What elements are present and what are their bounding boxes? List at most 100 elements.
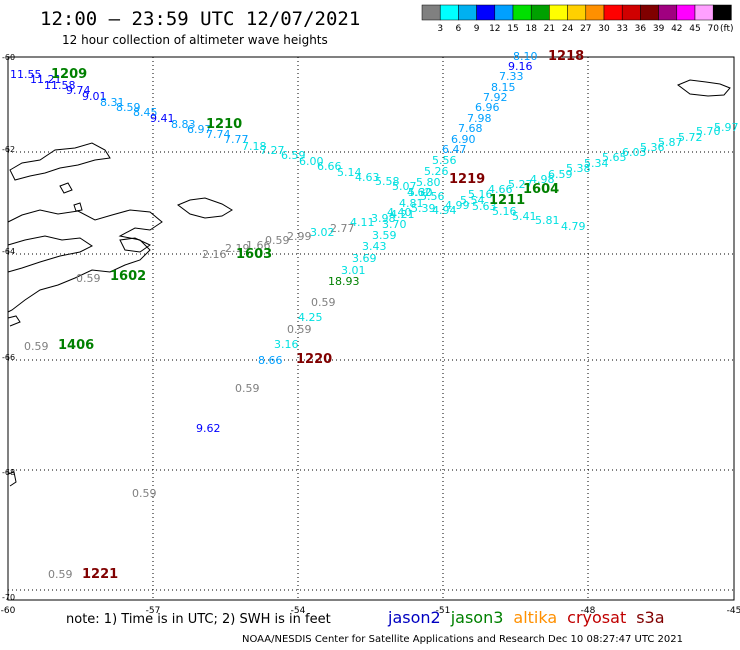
- lat-label: -60: [2, 53, 15, 62]
- swh-value: 4.25: [298, 311, 323, 324]
- track-values: 11.5511.2111.589.749.018.318.598.459.418…: [10, 49, 739, 582]
- track-time-label: 1406: [58, 338, 94, 353]
- swh-value: 3.98: [371, 212, 396, 225]
- swh-value: 8.31: [100, 96, 125, 109]
- swh-value: 5.97: [714, 121, 739, 134]
- lon-label: -51: [436, 606, 451, 616]
- swh-value: 5.14: [337, 166, 362, 179]
- lat-label: -62: [2, 145, 15, 154]
- swh-value: 7.77: [224, 133, 249, 146]
- longitude-labels: -60 -57 -54 -51 -48 -45: [1, 606, 740, 616]
- track-time-label: 1604: [523, 182, 559, 197]
- colorbar-label: 3: [437, 24, 443, 34]
- swh-value: 5.58: [375, 175, 400, 188]
- colorbar-unit: (ft): [720, 24, 734, 34]
- swh-value: 11.55: [10, 68, 42, 81]
- track-time-label: 1220: [296, 352, 332, 367]
- lat-label: -64: [2, 247, 15, 256]
- swh-value: 4.79: [561, 220, 586, 233]
- swh-value: 5.63: [472, 200, 497, 213]
- swh-value: 7.68: [458, 122, 483, 135]
- swh-value: 9.41: [150, 112, 175, 125]
- colorbar-swatch: [494, 4, 514, 21]
- swh-value: 6.00: [299, 155, 324, 168]
- swh-value: 4.63: [355, 171, 380, 184]
- swh-value: 9.16: [508, 60, 533, 73]
- swh-value: 4.62: [407, 186, 432, 199]
- colorbar-label: 45: [689, 24, 700, 34]
- swh-value: 7.27: [260, 144, 285, 157]
- colorbar-swatch: [694, 4, 714, 21]
- coastlines: [7, 79, 731, 487]
- map-title: 12:00 — 23:59 UTC 12/07/2021: [40, 8, 361, 30]
- colorbar-swatch: [439, 4, 459, 21]
- lon-label: -54: [291, 606, 306, 616]
- swh-value: 7.18: [242, 140, 267, 153]
- swh-value: 0.59: [265, 234, 290, 247]
- swh-value: 0.59: [132, 487, 157, 500]
- swh-value: 5.87: [658, 136, 683, 149]
- track-time-label: 1209: [51, 67, 87, 82]
- colorbar-label: 39: [653, 24, 665, 34]
- satellite-s3a: s3a: [636, 608, 665, 627]
- swh-value: 7.92: [483, 91, 508, 104]
- colorbar-label: 33: [616, 24, 627, 34]
- colorbar-label: 18: [525, 24, 537, 34]
- map-frame: [7, 56, 735, 601]
- swh-value: 0.59: [48, 568, 73, 581]
- swh-value: 6.59: [281, 149, 306, 162]
- swh-value: 4.40: [387, 206, 412, 219]
- colorbar-legend: 3 6 9 12 15 18 21 24 27 30 33 36 39 42 45 70 (ft): [421, 4, 734, 34]
- colorbar-label: 27: [580, 24, 591, 34]
- satellite-jason2: jason2: [388, 608, 441, 627]
- track-time-label: 1218: [548, 49, 584, 64]
- swh-value: 11.58: [44, 79, 76, 92]
- swh-value: 3.43: [362, 240, 387, 253]
- swh-value: 5.56: [420, 190, 445, 203]
- swh-value: 5.54: [460, 194, 485, 207]
- swh-value: 4.99: [445, 199, 470, 212]
- swh-value: 7.98: [467, 112, 492, 125]
- colorbar-label: 30: [598, 24, 610, 34]
- swh-value: 4.98: [530, 173, 555, 186]
- swh-value: 9.74: [66, 84, 91, 97]
- swh-value: 8.15: [491, 81, 516, 94]
- swh-value: 0.59: [24, 340, 49, 353]
- colorbar-swatch: [567, 4, 587, 21]
- colorbar-label: 9: [474, 24, 480, 34]
- track-time-label: 1210: [206, 117, 242, 132]
- footer-note: note: 1) Time is in UTC; 2) SWH is in fe…: [66, 612, 331, 627]
- satellite-altika: altika: [513, 608, 558, 627]
- swh-value: 5.56: [432, 154, 457, 167]
- swh-value: 5.36: [640, 141, 665, 154]
- swh-value: 7.74: [206, 128, 231, 141]
- swh-value: 0.59: [287, 323, 312, 336]
- satellite-cryosat: cryosat: [567, 608, 627, 627]
- colorbar-label: 70: [707, 24, 719, 34]
- swh-value: 18.93: [328, 275, 360, 288]
- colorbar-label: 42: [671, 24, 682, 34]
- swh-value: 5.65: [602, 151, 627, 164]
- colorbar-swatch: [549, 4, 568, 21]
- colorbar-swatch: [621, 4, 641, 21]
- swh-value: 6.96: [475, 101, 500, 114]
- track-time-label: 1219: [449, 172, 485, 187]
- colorbar-swatch: [712, 4, 732, 21]
- colorbar-swatch: [530, 4, 550, 21]
- swh-value: 4.11: [350, 216, 375, 229]
- swh-value: 5.07: [392, 180, 417, 193]
- lon-label: -48: [581, 606, 596, 616]
- colorbar-swatch: [603, 4, 623, 21]
- lon-label: -57: [146, 606, 161, 616]
- footer-credit: NOAA/NESDIS Center for Satellite Applica…: [242, 634, 684, 645]
- swh-value: 5.70: [696, 125, 721, 138]
- swh-value: 3.70: [382, 218, 407, 231]
- swh-value: 6.47: [442, 143, 467, 156]
- swh-value: 8.66: [258, 354, 283, 367]
- track-time-label: 1602: [110, 269, 146, 284]
- swh-value: 3.16: [274, 338, 299, 351]
- swh-value: 5.16: [468, 188, 493, 201]
- swh-value: 6.66: [317, 160, 342, 173]
- swh-value: 0.59: [76, 272, 101, 285]
- map-subtitle: 12 hour collection of altimeter wave hei…: [62, 33, 328, 47]
